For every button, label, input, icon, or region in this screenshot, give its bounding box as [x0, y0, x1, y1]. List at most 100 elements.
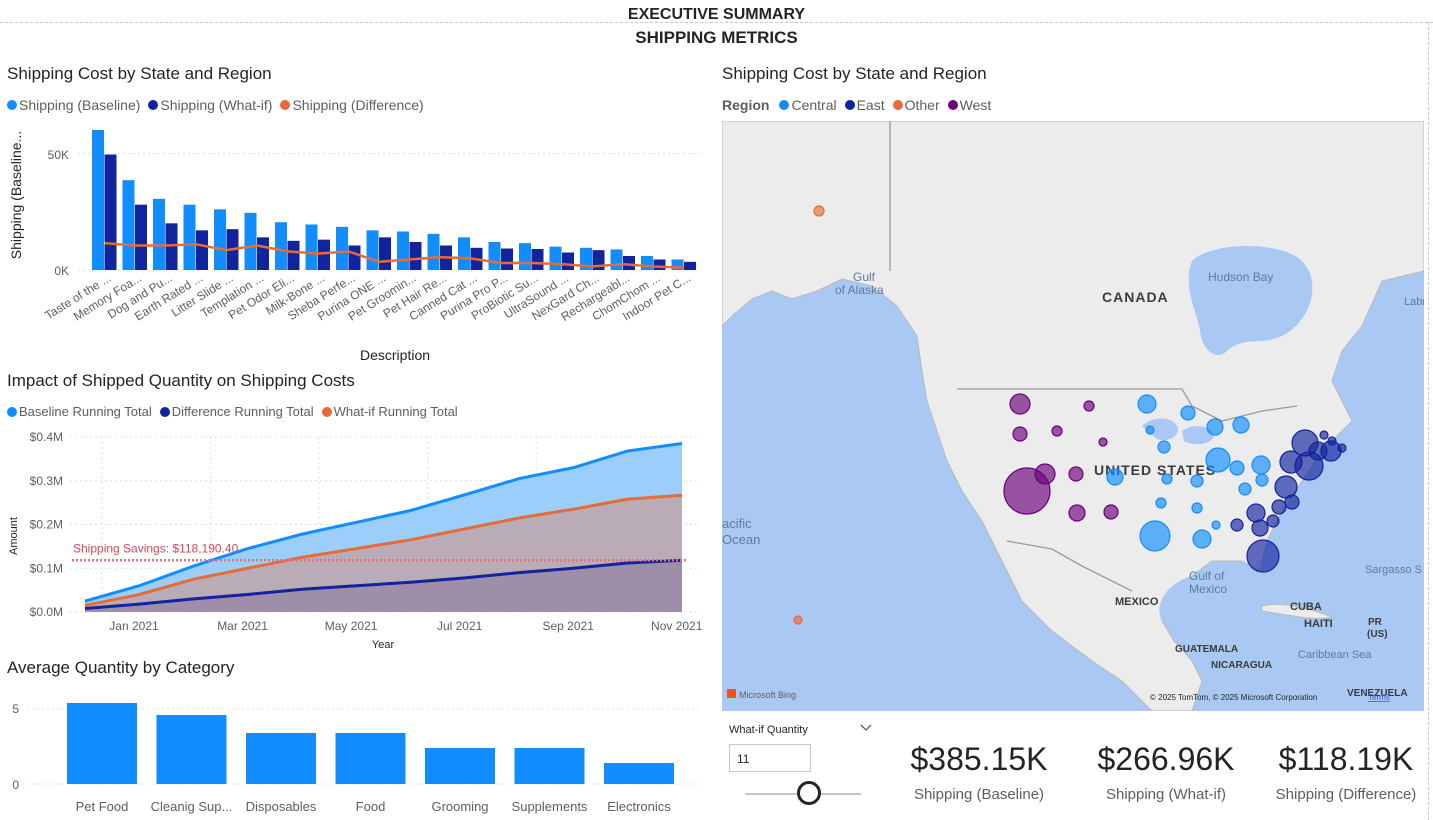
legend-item-baseline[interactable]: Shipping (Baseline): [7, 97, 140, 113]
map-bubble[interactable]: [1068, 504, 1086, 522]
legend-item-difference[interactable]: Shipping (Difference): [280, 97, 424, 113]
legend-item-whatif[interactable]: Shipping (What-if): [148, 97, 272, 113]
map-bubble[interactable]: [1103, 504, 1119, 520]
bar-baseline[interactable]: [641, 256, 653, 270]
map-bubble[interactable]: [1191, 502, 1203, 514]
map-bubble[interactable]: [1211, 520, 1221, 530]
map-canvas[interactable]: CANADA Hudson Bay Gulf of Alaska acific …: [722, 121, 1424, 711]
legend-item-difference-rt[interactable]: Difference Running Total: [159, 404, 314, 419]
map-bubble[interactable]: [1327, 436, 1337, 446]
bar-baseline[interactable]: [610, 249, 623, 270]
map-bubble[interactable]: [1251, 455, 1271, 475]
map-bubble[interactable]: [1003, 467, 1051, 515]
bar-whatif[interactable]: [104, 154, 117, 271]
bar-baseline[interactable]: [305, 224, 318, 271]
bar-whatif[interactable]: [257, 237, 269, 270]
line-whatif[interactable]: [84, 493, 683, 607]
map-bubble[interactable]: [1083, 400, 1095, 412]
map-bubble[interactable]: [1337, 443, 1347, 453]
bar-baseline[interactable]: [549, 246, 562, 270]
bar-whatif[interactable]: [135, 204, 147, 270]
bar-whatif[interactable]: [287, 240, 300, 270]
map-bubble[interactable]: [1206, 418, 1224, 436]
bar-baseline[interactable]: [336, 226, 348, 270]
legend-item-central[interactable]: Central: [779, 97, 837, 113]
bar-whatif[interactable]: [165, 223, 178, 270]
avg-bar[interactable]: [514, 748, 585, 784]
bar-baseline[interactable]: [671, 259, 684, 271]
legend-item-east[interactable]: East: [844, 97, 885, 113]
map-bubble[interactable]: [1098, 437, 1108, 447]
bar-whatif[interactable]: [684, 261, 696, 270]
bar-whatif[interactable]: [318, 239, 330, 270]
avg-bar[interactable]: [67, 703, 137, 784]
legend-item-other[interactable]: Other: [892, 97, 940, 113]
map-bubble[interactable]: [1232, 416, 1250, 434]
avg-bar[interactable]: [246, 733, 316, 784]
bar-baseline[interactable]: [488, 242, 501, 270]
map-bubble[interactable]: [1205, 447, 1231, 473]
map-bubble[interactable]: [1137, 394, 1157, 414]
bar-whatif[interactable]: [196, 230, 208, 270]
map-bubble[interactable]: [1266, 514, 1280, 528]
chevron-down-icon[interactable]: [859, 722, 873, 734]
bar-whatif[interactable]: [531, 249, 544, 270]
bar-whatif[interactable]: [623, 256, 635, 270]
map-bubble[interactable]: [1161, 473, 1173, 485]
map-bubble[interactable]: [1246, 539, 1280, 573]
bar-baseline[interactable]: [366, 230, 379, 270]
map-bubble[interactable]: [1192, 529, 1212, 549]
bar-whatif[interactable]: [348, 245, 361, 271]
map-bubble[interactable]: [1012, 426, 1028, 442]
map-bubble[interactable]: [1255, 473, 1269, 487]
legend-item-whatif-rt[interactable]: What-if Running Total: [321, 404, 458, 419]
legend-item-baseline-rt[interactable]: Baseline Running Total: [7, 404, 152, 419]
map-svg[interactable]: CANADA Hudson Bay Gulf of Alaska acific …: [722, 121, 1424, 711]
map-bubble[interactable]: [1271, 499, 1287, 515]
map-bubble[interactable]: [1068, 466, 1084, 482]
bar-baseline[interactable]: [519, 243, 531, 270]
map-bubble[interactable]: [1284, 494, 1300, 510]
map-bubble[interactable]: [1319, 430, 1329, 440]
bar-whatif[interactable]: [501, 248, 513, 270]
map-bubble[interactable]: [1246, 503, 1266, 523]
map-bubble[interactable]: [1139, 520, 1171, 552]
bar-baseline[interactable]: [580, 247, 592, 270]
map-bubble[interactable]: [1229, 460, 1245, 476]
map-bubble[interactable]: [1106, 468, 1124, 486]
map-bubble[interactable]: [1145, 425, 1155, 435]
what-if-quantity-input[interactable]: 11: [729, 744, 811, 772]
map-bubble[interactable]: [813, 205, 825, 217]
map-bubble[interactable]: [793, 615, 803, 625]
bar-baseline[interactable]: [153, 198, 165, 270]
map-bubble[interactable]: [1190, 474, 1204, 488]
bar-baseline[interactable]: [183, 204, 196, 270]
bar-baseline[interactable]: [427, 233, 440, 270]
map-terms-link[interactable]: Terms: [1368, 693, 1390, 702]
map-bubble[interactable]: [1157, 440, 1171, 454]
line-difference[interactable]: [104, 241, 685, 269]
avg-bar[interactable]: [604, 763, 674, 784]
bar-whatif[interactable]: [562, 252, 574, 271]
line-difference[interactable]: [84, 558, 683, 610]
bar-baseline[interactable]: [214, 209, 226, 270]
map-bubble[interactable]: [1009, 393, 1031, 415]
avg-bar[interactable]: [425, 748, 495, 784]
bar-whatif[interactable]: [409, 242, 422, 270]
avg-bar[interactable]: [156, 715, 227, 784]
line-baseline[interactable]: [84, 442, 683, 603]
map-bubble[interactable]: [1051, 425, 1063, 437]
map-bubble[interactable]: [1230, 518, 1244, 532]
bar-baseline[interactable]: [458, 237, 470, 270]
map-bubble[interactable]: [1238, 482, 1252, 496]
area-difference[interactable]: [85, 560, 682, 612]
avg-bar[interactable]: [335, 733, 406, 784]
bar-baseline[interactable]: [122, 180, 135, 270]
bar-baseline[interactable]: [244, 212, 257, 270]
bar-baseline[interactable]: [397, 231, 409, 271]
map-bubble[interactable]: [1155, 497, 1167, 509]
slider-thumb[interactable]: [796, 781, 821, 805]
map-bubble[interactable]: [1180, 405, 1196, 421]
bar-baseline[interactable]: [92, 130, 104, 270]
legend-item-west[interactable]: West: [947, 97, 991, 113]
